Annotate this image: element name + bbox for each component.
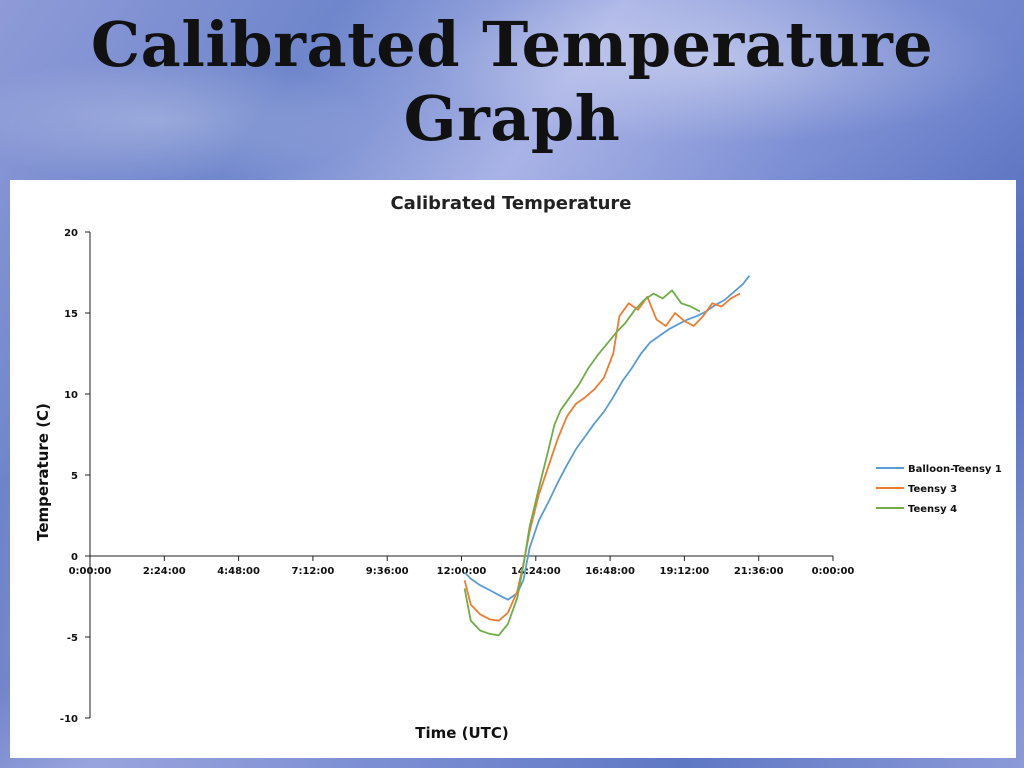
x-tick-label: 2:24:00 (143, 566, 186, 577)
chart-series (463, 275, 751, 637)
legend-label: Teensy 3 (908, 484, 957, 495)
chart-axes: -10 -5 0 5 10 15 20 0:00:00 2:24:00 4:48:00 7:12:0… (60, 228, 855, 725)
y-tick-label: 10 (64, 390, 78, 401)
chart-legend: Balloon-Teensy 1 Teensy 3 Teensy 4 (876, 464, 1002, 515)
x-tick-label: 21:36:00 (734, 566, 784, 577)
x-tick-label: 12:00:00 (437, 566, 487, 577)
legend-label: Balloon-Teensy 1 (908, 464, 1002, 475)
y-tick-label: 0 (71, 552, 78, 563)
y-tick-label: 15 (64, 309, 78, 320)
x-tick-label: 9:36:00 (366, 566, 409, 577)
x-tick-label: 14:24:00 (511, 566, 561, 577)
slide-title-line-1: Calibrated Temperature (90, 8, 934, 81)
slide-title-line-2: Graph (403, 82, 621, 155)
chart-title: Calibrated Temperature (390, 193, 631, 214)
y-axis-label: Temperature (C) (34, 403, 52, 541)
series-line-1 (463, 275, 751, 601)
y-tick-label: -5 (67, 633, 78, 644)
x-tick-label: 7:12:00 (292, 566, 335, 577)
temperature-chart: Calibrated Temperature Time (UTC) Temper… (34, 193, 1002, 742)
slide-title: Calibrated Temperature Graph (0, 8, 1024, 156)
y-tick-label: 5 (71, 471, 78, 482)
x-tick-label: 16:48:00 (585, 566, 635, 577)
series-line-3 (463, 289, 701, 637)
x-tick-label: 4:48:00 (217, 566, 260, 577)
y-tick-label: -10 (60, 714, 78, 725)
y-tick-label: 20 (64, 228, 78, 239)
chart-panel: Calibrated Temperature Time (UTC) Temper… (10, 180, 1016, 758)
legend-label: Teensy 4 (908, 504, 957, 515)
x-axis-label: Time (UTC) (415, 724, 509, 742)
x-tick-label: 19:12:00 (660, 566, 710, 577)
x-tick-label: 0:00:00 (812, 566, 855, 577)
x-tick-label: 0:00:00 (69, 566, 112, 577)
series-line-2 (463, 292, 741, 622)
